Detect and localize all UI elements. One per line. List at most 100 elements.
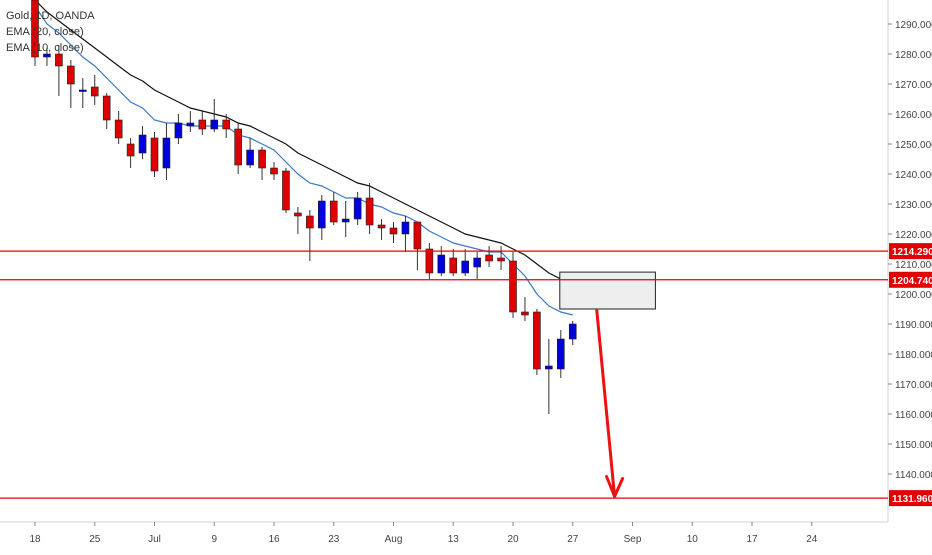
x-tick-label: 27 xyxy=(567,534,579,545)
y-tick-label: 1170.000 xyxy=(895,380,932,391)
candle xyxy=(377,219,386,240)
candle-body xyxy=(413,221,422,250)
candle-body xyxy=(222,119,230,130)
annotations-layer xyxy=(0,250,888,499)
legend-ema10: EMA (10, close) xyxy=(6,42,84,54)
candle-body xyxy=(365,197,374,226)
candle-body xyxy=(556,338,565,370)
candle-body xyxy=(294,212,302,217)
candle xyxy=(353,192,362,225)
candle-body xyxy=(317,200,326,229)
candle-body xyxy=(329,200,338,223)
x-tick-label: 16 xyxy=(268,534,280,545)
candle xyxy=(449,249,458,276)
candle-body xyxy=(545,365,553,370)
candle-body xyxy=(341,218,350,223)
candle-body xyxy=(568,323,577,340)
candle-body xyxy=(270,167,278,175)
candle-body xyxy=(114,119,123,139)
candle-body xyxy=(246,149,254,166)
candle xyxy=(401,216,410,252)
x-tick-label: 9 xyxy=(211,534,217,545)
chart-legend: Gold, 1D, OANDA EMA (20, close) EMA (10,… xyxy=(6,8,95,56)
candle xyxy=(198,111,207,135)
candle-body xyxy=(473,257,481,268)
candle xyxy=(425,243,434,279)
candle xyxy=(246,138,254,168)
ema10-line xyxy=(34,5,573,316)
x-tick-label: 18 xyxy=(29,534,41,545)
candle-body xyxy=(449,257,458,274)
candle xyxy=(485,246,493,267)
y-tick-label: 1140.000 xyxy=(895,470,932,481)
x-tick-label: 17 xyxy=(746,534,758,545)
candle xyxy=(210,99,219,132)
x-tick-label: 13 xyxy=(448,534,460,545)
candle xyxy=(55,45,63,96)
candle-body xyxy=(210,119,219,130)
candle-body xyxy=(306,215,314,229)
candle-body xyxy=(521,311,529,316)
candle-body xyxy=(174,122,183,139)
candle-body xyxy=(90,86,99,97)
ema-layer xyxy=(34,0,573,316)
level-price-badge xyxy=(889,271,932,288)
y-tick-label: 1150.000 xyxy=(895,440,932,451)
candle xyxy=(509,252,517,318)
y-tick-label: 1240.000 xyxy=(895,170,932,181)
candle-body xyxy=(389,227,398,235)
level-price-badge xyxy=(889,243,932,260)
candle xyxy=(162,123,171,180)
candle-body xyxy=(55,53,63,67)
candle xyxy=(186,111,195,132)
candle-body xyxy=(485,254,493,262)
candle xyxy=(306,210,314,261)
axes-layer xyxy=(0,0,889,523)
candle-body xyxy=(497,257,505,262)
candle xyxy=(294,207,302,234)
x-tick-label: 20 xyxy=(507,534,519,545)
y-tick-label: 1220.000 xyxy=(895,230,932,241)
candle-body xyxy=(401,221,410,235)
candle xyxy=(568,321,577,345)
candle xyxy=(174,114,183,144)
y-tick-label: 1200.000 xyxy=(895,290,932,301)
candle-body xyxy=(234,128,242,166)
candle-body xyxy=(509,260,517,313)
candle xyxy=(545,339,553,414)
y-tick-label: 1290.000 xyxy=(895,20,932,31)
candle-body xyxy=(437,254,446,274)
x-tick-label: 23 xyxy=(328,534,340,545)
x-tick-label: Jul xyxy=(148,534,161,545)
candle xyxy=(234,123,242,174)
level-price-label: 1214.290 xyxy=(892,247,932,258)
candle-body xyxy=(186,122,195,127)
x-tick-label: 25 xyxy=(89,534,101,545)
price-axis-layer: 1290.000 1280.000 1270.000 1260.000 1250.000… xyxy=(29,20,932,545)
y-tick-label: 1180.000 xyxy=(895,350,932,361)
ema20-line xyxy=(34,0,573,283)
y-tick-label: 1160.000 xyxy=(895,410,932,421)
candle xyxy=(473,252,481,279)
candle xyxy=(556,330,565,378)
x-tick-label: 10 xyxy=(687,534,699,545)
level-price-label: 1204.740 xyxy=(892,276,932,287)
candle-body xyxy=(43,53,51,58)
candle xyxy=(389,222,398,243)
candle-body xyxy=(425,248,434,274)
candle xyxy=(258,147,266,180)
candle xyxy=(114,111,123,144)
legend-symbol: Gold, 1D, OANDA xyxy=(6,10,95,22)
candle xyxy=(150,132,159,177)
x-tick-label: 24 xyxy=(806,534,818,545)
candle-body xyxy=(150,137,159,172)
candle xyxy=(31,0,39,66)
candle xyxy=(497,246,505,270)
candle xyxy=(282,168,290,213)
candle-body xyxy=(282,170,290,211)
candle-body xyxy=(198,119,207,130)
candle xyxy=(461,249,470,276)
y-tick-label: 1280.000 xyxy=(895,50,932,61)
